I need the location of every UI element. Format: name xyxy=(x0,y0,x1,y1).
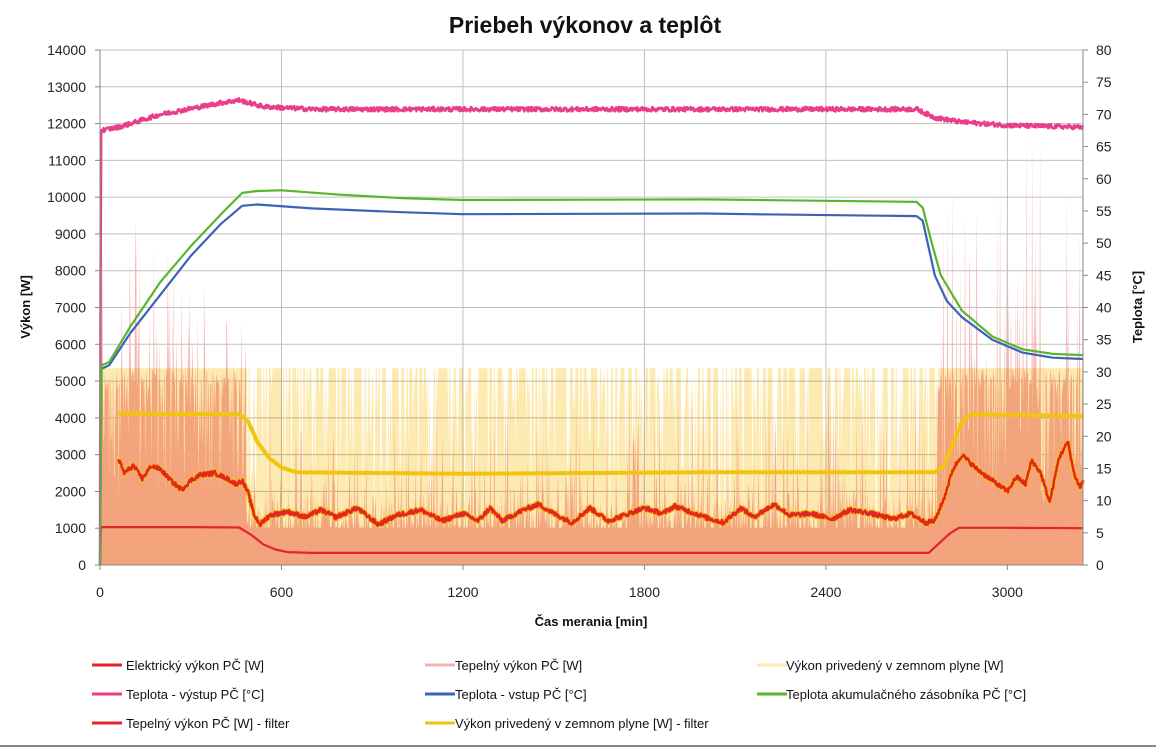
y-right-tick-label: 70 xyxy=(1096,106,1112,122)
y-right-tick-label: 50 xyxy=(1096,235,1112,251)
series-vykon-privedeny-v-zemnom-plyne-w xyxy=(100,368,1083,565)
x-tick-label: 0 xyxy=(96,584,104,600)
legend-item-elektricky-vykon-pc-w: Elektrický výkon PČ [W] xyxy=(92,658,264,673)
axes: 0100020003000400050006000700080009000100… xyxy=(47,42,1112,600)
chart-title: Priebeh výkonov a teplôt xyxy=(449,12,722,38)
series-elektricky-vykon-pc-w xyxy=(98,526,1084,566)
y-right-tick-label: 55 xyxy=(1096,203,1112,219)
series-teplota-vystup-pc-c xyxy=(98,97,1085,566)
y-left-tick-label: 11000 xyxy=(48,152,86,168)
y-right-tick-label: 15 xyxy=(1096,460,1112,476)
y-left-tick-label: 10000 xyxy=(47,189,86,205)
y-right-tick-label: 80 xyxy=(1096,42,1112,58)
y-left-tick-label: 5000 xyxy=(55,373,86,389)
x-axis-label: Čas merania [min] xyxy=(535,614,648,629)
y-left-tick-label: 7000 xyxy=(55,300,86,316)
legend-item-vykon-privedeny-v-zemnom-plyne-w-filter: Výkon privedený v zemnom plyne [W] - fil… xyxy=(425,716,709,731)
y-left-tick-label: 2000 xyxy=(55,483,86,499)
legend-label: Teplota - výstup PČ [°C] xyxy=(126,687,264,702)
y-right-tick-label: 5 xyxy=(1096,525,1104,541)
legend-item-tepelny-vykon-pc-w: Tepelný výkon PČ [W] xyxy=(425,658,582,673)
y-right-tick-label: 25 xyxy=(1096,396,1112,412)
y-right-tick-label: 35 xyxy=(1096,332,1112,348)
legend-label: Teplota - vstup PČ [°C] xyxy=(455,687,587,702)
y-right-tick-label: 20 xyxy=(1096,428,1112,444)
y-right-tick-label: 30 xyxy=(1096,364,1112,380)
y-left-tick-label: 0 xyxy=(78,557,86,573)
grid xyxy=(100,49,1083,565)
y-left-tick-label: 8000 xyxy=(55,263,86,279)
legend-item-tepelny-vykon-pc-w-filter: Tepelný výkon PČ [W] - filter xyxy=(92,716,290,731)
y-right-tick-label: 0 xyxy=(1096,557,1104,573)
x-tick-label: 1800 xyxy=(629,584,660,600)
y-left-tick-label: 14000 xyxy=(47,42,86,58)
plot-area xyxy=(98,97,1086,566)
y-left-tick-label: 12000 xyxy=(47,116,86,132)
series-teplota-akumulacneho-zasobnika-pc-c xyxy=(98,189,1084,566)
x-tick-label: 2400 xyxy=(810,584,841,600)
legend: Elektrický výkon PČ [W] Tepelný výkon PČ … xyxy=(92,658,1026,731)
y-right-tick-label: 40 xyxy=(1096,300,1112,316)
legend-label: Elektrický výkon PČ [W] xyxy=(126,658,264,673)
legend-label: Teplota akumulačného zásobníka PČ [°C] xyxy=(786,687,1026,702)
y-right-tick-label: 60 xyxy=(1096,171,1112,187)
y-right-tick-label: 65 xyxy=(1096,139,1112,155)
series-vykon-privedeny-v-zemnom-plyne-w-filter xyxy=(118,411,1084,476)
legend-label: Tepelný výkon PČ [W] xyxy=(455,658,582,673)
y-right-tick-label: 45 xyxy=(1096,267,1112,283)
y-left-tick-label: 9000 xyxy=(55,226,86,242)
legend-item-teplota-vstup-pc-c: Teplota - vstup PČ [°C] xyxy=(425,687,587,702)
legend-item-vykon-privedeny-v-zemnom-plyne-w: Výkon privedený v zemnom plyne [W] xyxy=(757,658,1003,673)
legend-label: Tepelný výkon PČ [W] - filter xyxy=(126,716,290,731)
series-teplota-vstup-pc-c xyxy=(98,203,1084,566)
y-left-tick-label: 4000 xyxy=(55,410,86,426)
x-tick-label: 600 xyxy=(270,584,294,600)
legend-item-teplota-vystup-pc-c: Teplota - výstup PČ [°C] xyxy=(92,687,264,702)
y-right-axis-label: Teplota [°C] xyxy=(1130,271,1145,343)
y-right-tick-label: 75 xyxy=(1096,74,1112,90)
x-tick-label: 3000 xyxy=(992,584,1023,600)
y-left-axis-label: Výkon [W] xyxy=(18,275,33,339)
y-left-tick-label: 3000 xyxy=(55,447,86,463)
y-left-tick-label: 13000 xyxy=(47,79,86,95)
legend-label: Výkon privedený v zemnom plyne [W] - fil… xyxy=(455,716,709,731)
legend-label: Výkon privedený v zemnom plyne [W] xyxy=(786,658,1003,673)
y-left-tick-label: 1000 xyxy=(55,520,86,536)
legend-item-teplota-akumulacneho-zasobnika-pc-c: Teplota akumulačného zásobníka PČ [°C] xyxy=(757,687,1026,702)
y-right-tick-label: 10 xyxy=(1096,493,1112,509)
series-tepelny-vykon-pc-w-filter xyxy=(117,440,1085,528)
x-tick-label: 1200 xyxy=(447,584,478,600)
y-left-tick-label: 6000 xyxy=(55,336,86,352)
